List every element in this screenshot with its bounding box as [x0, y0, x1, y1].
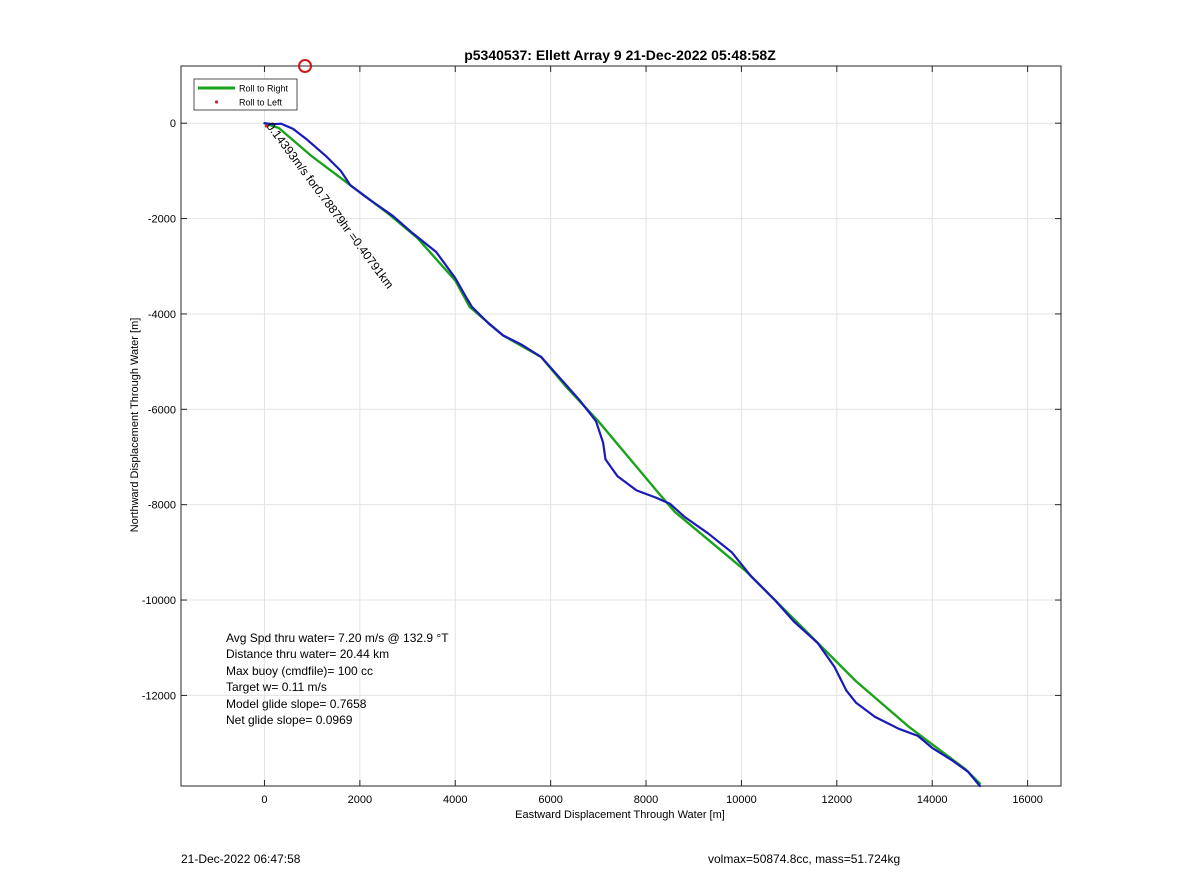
- x-tick-label: 6000: [538, 794, 562, 806]
- series-group: [263, 121, 982, 788]
- y-tick-label: -12000: [142, 690, 176, 702]
- x-tick-label: 0: [261, 794, 267, 806]
- chart-title: p5340537: Ellett Array 9 21-Dec-2022 05:…: [464, 47, 776, 63]
- footer-timestamp: 21-Dec-2022 06:47:58: [181, 852, 301, 866]
- y-tick-label: -4000: [148, 309, 176, 321]
- stats-line: Avg Spd thru water= 7.20 m/s @ 132.9 °T: [226, 631, 449, 645]
- footer-volmax-mass: volmax=50874.8cc, mass=51.724kg: [708, 852, 901, 866]
- y-tick-label: -2000: [148, 214, 176, 226]
- y-tick-label: 0: [170, 118, 176, 130]
- tick-group: 0 2000 4000 6000 8000 10000 12000 14000 16000 0 -2…: [142, 66, 1061, 806]
- marker-circle: [298, 59, 313, 73]
- y-tick-label: -8000: [148, 500, 176, 512]
- legend: Roll to Right Roll to Left: [193, 78, 298, 111]
- x-axis-label: Eastward Displacement Through Water [m]: [515, 809, 725, 821]
- stats-line: Max buoy (cmdfile)= 100 cc: [226, 663, 374, 678]
- x-tick-label: 10000: [726, 794, 757, 806]
- stats-line: Distance thru water= 20.44 km: [226, 647, 390, 662]
- x-tick-label: 4000: [443, 794, 467, 806]
- x-tick-label: 12000: [822, 794, 853, 806]
- plot-area: [180, 65, 1062, 787]
- legend-swatch-dot: [214, 100, 219, 104]
- series-track-line: [263, 122, 982, 788]
- stats-box: Avg Spd thru water= 7.20 m/s @ 132.9 °T …: [226, 630, 449, 728]
- x-tick-label: 14000: [917, 794, 948, 806]
- y-axis-label: Northward Displacement Through Water [m]: [129, 318, 141, 533]
- legend-box: [193, 78, 298, 111]
- y-tick-label: -6000: [148, 404, 176, 416]
- legend-label: Roll to Left: [239, 98, 283, 108]
- legend-label: Roll to Right: [239, 84, 289, 94]
- x-tick-label: 16000: [1012, 794, 1043, 806]
- stats-line: Model glide slope= 0.7658: [226, 696, 367, 711]
- roll-left-dot: [264, 124, 268, 128]
- x-tick-label: 2000: [348, 794, 372, 806]
- stats-line: Target w= 0.11 m/s: [226, 680, 327, 695]
- grid: [181, 66, 1061, 786]
- stats-line: Net glide slope= 0.0969: [226, 713, 353, 728]
- x-tick-label: 8000: [634, 794, 658, 806]
- y-tick-label: -10000: [142, 595, 176, 607]
